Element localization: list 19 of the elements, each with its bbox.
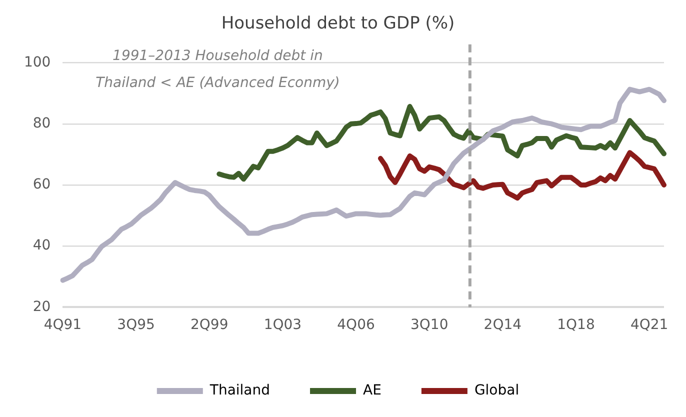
x-tick-label: 3Q10 xyxy=(410,317,448,334)
x-tick-label: 4Q21 xyxy=(630,317,668,334)
x-tick-label: 3Q95 xyxy=(117,317,155,334)
x-tick-label: 2Q99 xyxy=(190,317,228,334)
y-tick-label: 100 xyxy=(24,54,51,70)
chart-title: Household debt to GDP (%) xyxy=(221,14,455,34)
y-tick-label: 40 xyxy=(32,238,51,254)
legend-label: Global xyxy=(474,382,520,399)
annotation: 1991–2013 Household debt in Thailand < AE (Advanced Econmy) xyxy=(96,48,340,92)
x-tick-label: 1Q18 xyxy=(557,317,595,334)
x-tick-label: 2Q14 xyxy=(484,317,522,334)
legend-label: AE xyxy=(363,382,382,399)
y-tick-label: 80 xyxy=(32,115,51,132)
x-tick-label: 1Q03 xyxy=(264,317,302,334)
x-tick-label: 4Q91 xyxy=(44,317,82,334)
y-tick-label: 20 xyxy=(32,298,51,315)
y-tick-label: 60 xyxy=(32,176,51,193)
x-tick-label: 4Q06 xyxy=(337,317,375,334)
legend-label: Thailand xyxy=(208,382,270,399)
